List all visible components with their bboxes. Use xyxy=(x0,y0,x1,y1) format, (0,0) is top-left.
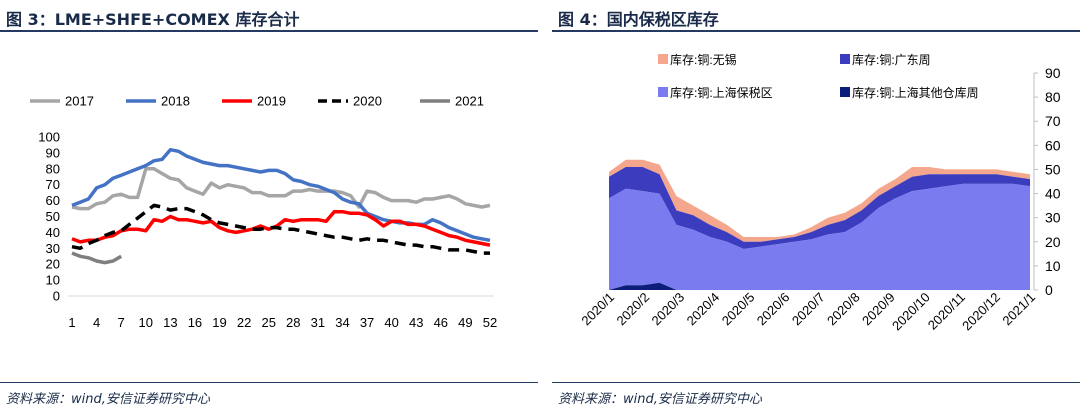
x-tick-label: 2020/12 xyxy=(959,290,1003,334)
y-tick-label: 10 xyxy=(1045,258,1061,274)
y-tick-label: 100 xyxy=(38,130,60,145)
area-库存:铜:广东周 xyxy=(609,167,1030,249)
y-tick-label: 60 xyxy=(46,193,60,208)
area-库存:铜:无锡 xyxy=(609,159,1030,242)
x-tick-label: 28 xyxy=(286,315,300,330)
series-line-2020 xyxy=(71,203,490,255)
x-tick-label: 2020/10 xyxy=(889,290,933,334)
legend-label: 库存:铜:上海其他仓库周 xyxy=(852,85,979,100)
y-tick-label: 50 xyxy=(1045,161,1061,177)
y-tick-label: 40 xyxy=(1045,186,1061,202)
y-tick-label: 20 xyxy=(1045,234,1061,250)
x-tick-label: 46 xyxy=(434,315,448,330)
x-tick-label: 52 xyxy=(483,315,497,330)
y-tick-label: 70 xyxy=(46,177,60,192)
figure-3-panel: 图 3：LME+SHFE+COMEX 库存合计 0 10 20 30 40 50 60 70 8… xyxy=(0,0,538,411)
y-tick-label: 0 xyxy=(1045,282,1053,298)
x-tick-label: 2020/5 xyxy=(719,290,758,329)
figure-4-source: 资料来源：wind,安信证券研究中心 xyxy=(558,392,762,407)
y-tick-label: 40 xyxy=(46,225,60,240)
legend-label: 库存:铜:上海保税区 xyxy=(670,85,773,100)
figure-4-panel: 图 4：国内保税区库存 0 10 20 30 40 50 60 70 80 90 2020/1 202… xyxy=(552,0,1080,411)
source-divider xyxy=(552,382,1080,383)
y-tick-label: 90 xyxy=(46,145,60,160)
x-tick-label: 2020/7 xyxy=(789,290,828,329)
y-tick-label: 20 xyxy=(46,257,60,272)
legend-label: 2020 xyxy=(353,94,382,109)
area-库存:铜:上海其他仓库周 xyxy=(609,282,1030,290)
x-tick-label: 40 xyxy=(384,315,398,330)
x-tick-label: 16 xyxy=(188,315,202,330)
y-tick-label: 30 xyxy=(1045,210,1061,226)
y-tick-label: 0 xyxy=(53,289,60,304)
y-tick-label: 90 xyxy=(1045,65,1061,81)
legend-label: 库存:铜:无锡 xyxy=(670,52,737,67)
legend-label: 2017 xyxy=(65,94,94,109)
x-tick-label: 2021/1 xyxy=(999,290,1038,329)
legend-swatch xyxy=(840,54,850,64)
area-库存:铜:上海保税区 xyxy=(609,183,1030,290)
series-line-2017 xyxy=(71,167,491,211)
x-tick-label: 7 xyxy=(118,315,125,330)
x-tick-label: 10 xyxy=(139,315,153,330)
y-tick-label: 10 xyxy=(46,273,60,288)
x-tick-label: 2020/6 xyxy=(754,290,793,329)
x-tick-label: 49 xyxy=(458,315,472,330)
legend-label: 库存:铜:广东周 xyxy=(852,52,931,67)
source-divider xyxy=(0,382,538,383)
x-tick-label: 37 xyxy=(360,315,374,330)
bonded-area-chart: 01020304050607080902020/12020/22020/3202… xyxy=(578,52,1061,334)
figure-3-title: 图 3：LME+SHFE+COMEX 库存合计 xyxy=(6,10,300,29)
series-line-2019 xyxy=(71,209,491,247)
legend-label: 2021 xyxy=(455,94,484,109)
legend-label: 2018 xyxy=(161,94,190,109)
x-tick-label: 2020/3 xyxy=(649,290,688,329)
legend-swatch xyxy=(658,87,668,97)
y-tick-label: 80 xyxy=(1045,89,1061,105)
x-tick-label: 2020/4 xyxy=(684,290,723,329)
legend-swatch xyxy=(840,87,850,97)
figure-4-title: 图 4：国内保税区库存 xyxy=(558,10,719,29)
series-line-2021 xyxy=(71,251,123,265)
y-tick-label: 30 xyxy=(46,241,60,256)
legend-label: 2019 xyxy=(257,94,286,109)
x-tick-label: 13 xyxy=(163,315,177,330)
x-tick-label: 4 xyxy=(93,315,100,330)
figure-3-source: 资料来源：wind,安信证券研究中心 xyxy=(6,392,210,407)
x-tick-label: 22 xyxy=(237,315,251,330)
x-tick-label: 2020/2 xyxy=(613,290,652,329)
title-divider xyxy=(0,30,538,32)
x-tick-label: 19 xyxy=(212,315,226,330)
x-tick-label: 31 xyxy=(311,315,325,330)
x-tick-label: 1 xyxy=(68,315,75,330)
y-tick-label: 80 xyxy=(46,161,60,176)
x-tick-label: 25 xyxy=(261,315,275,330)
x-tick-label: 2020/8 xyxy=(824,290,863,329)
x-tick-label: 43 xyxy=(409,315,423,330)
y-tick-label: 60 xyxy=(1045,137,1061,153)
x-tick-label: 2020/1 xyxy=(578,290,617,329)
y-tick-label: 70 xyxy=(1045,113,1061,129)
x-tick-label: 34 xyxy=(335,315,349,330)
title-divider xyxy=(552,30,1080,32)
legend-swatch xyxy=(658,54,668,64)
y-tick-label: 50 xyxy=(46,209,60,224)
